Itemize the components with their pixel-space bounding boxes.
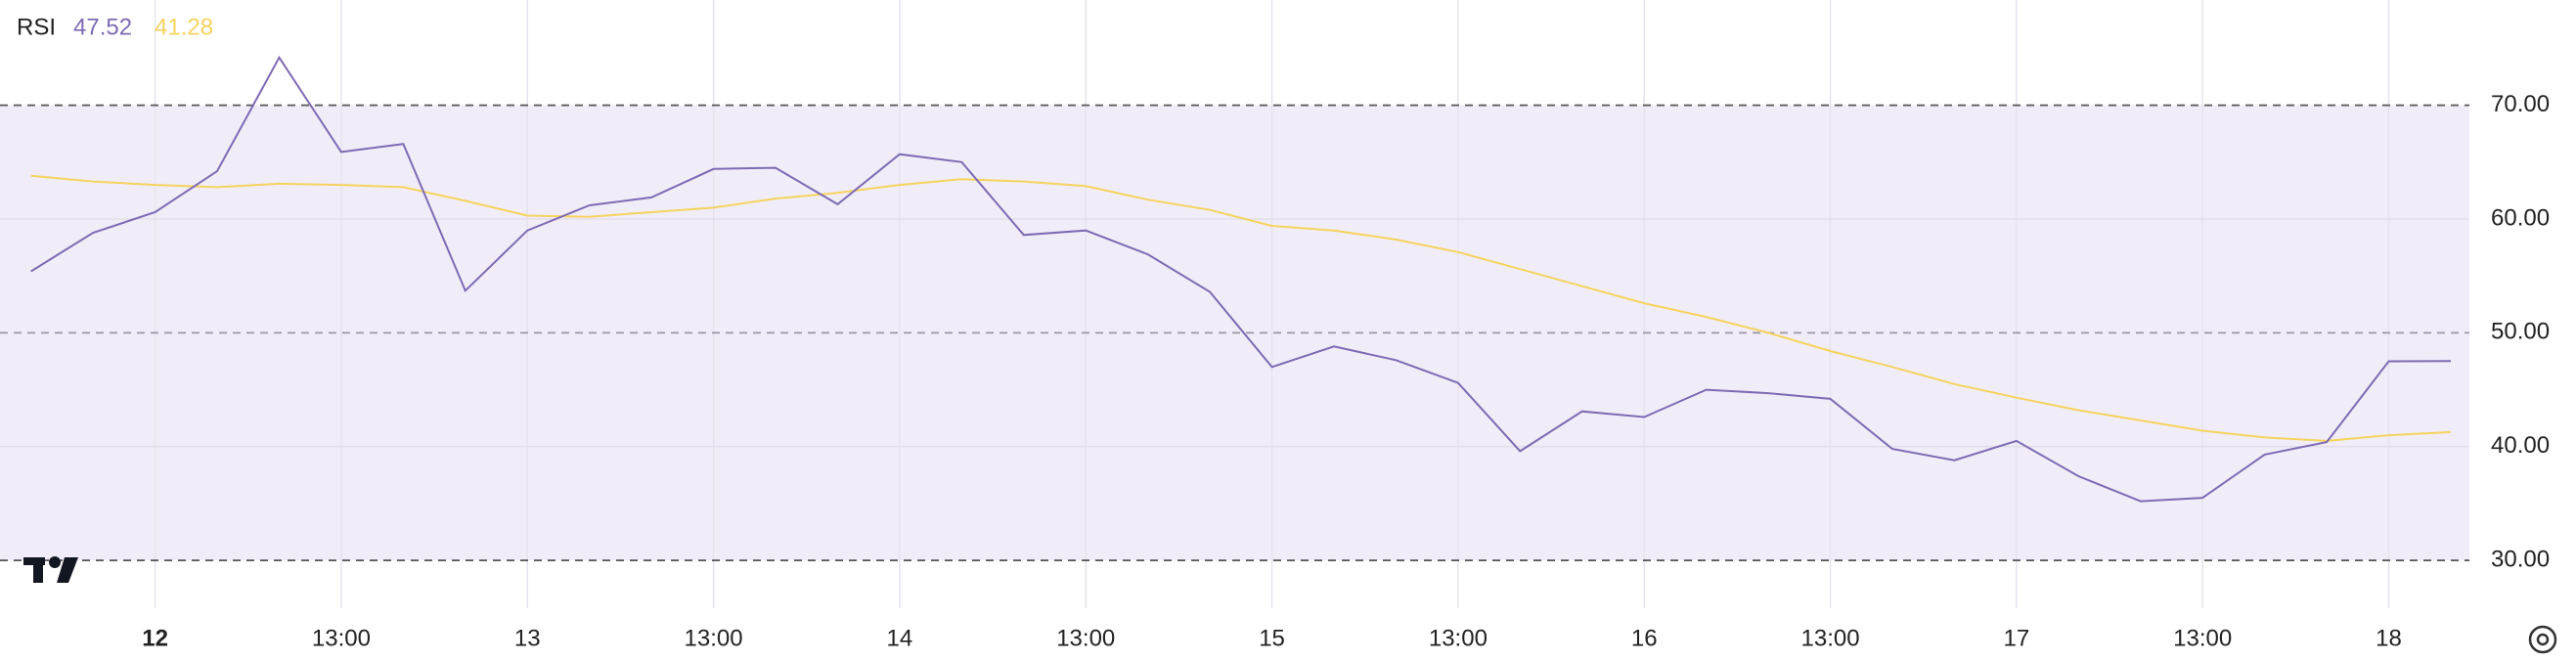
- x-tick-label: 18: [2376, 625, 2402, 651]
- y-tick-label: 40.00: [2491, 432, 2550, 459]
- indicator-title: RSI: [17, 14, 56, 40]
- y-tick-label: 60.00: [2491, 204, 2550, 231]
- logo-part: [57, 557, 78, 583]
- rsi-value: 47.52: [73, 14, 132, 40]
- y-tick-label: 30.00: [2491, 546, 2550, 572]
- x-tick-label: 13:00: [1056, 625, 1115, 651]
- x-tick-label: 13:00: [1429, 625, 1488, 651]
- gear-inner[interactable]: [2536, 633, 2550, 646]
- y-tick-label: 50.00: [2491, 319, 2550, 345]
- x-tick-label: 16: [1631, 625, 1658, 651]
- x-tick-label: 13:00: [1801, 625, 1860, 651]
- settings-icon[interactable]: [2528, 625, 2557, 654]
- logo-part: [49, 556, 61, 568]
- series-line: [30, 55, 2452, 503]
- y-tick-label: 70.00: [2491, 91, 2550, 117]
- x-tick-label: 15: [1259, 625, 1285, 651]
- plot: 12 13:00 13 13:00 14 13:00 15 13:00 16 13:00 17 13:…: [0, 0, 2550, 651]
- x-tick-label: 12: [142, 625, 168, 651]
- ma-value: 41.28: [155, 14, 213, 40]
- x-tick-label: 14: [887, 625, 913, 651]
- header: RSI 47.52 41.28: [17, 14, 213, 40]
- x-tick-label: 13:00: [312, 625, 371, 651]
- x-tick-label: 13:00: [2173, 625, 2232, 651]
- gear-outer[interactable]: [2528, 625, 2557, 654]
- series-line: [30, 174, 2452, 442]
- logo-part: [33, 557, 43, 583]
- x-tick-label: 13:00: [685, 625, 743, 651]
- x-tick-label: 17: [2004, 625, 2030, 651]
- x-tick-label: 13: [514, 625, 541, 651]
- tv-logo: [23, 556, 78, 583]
